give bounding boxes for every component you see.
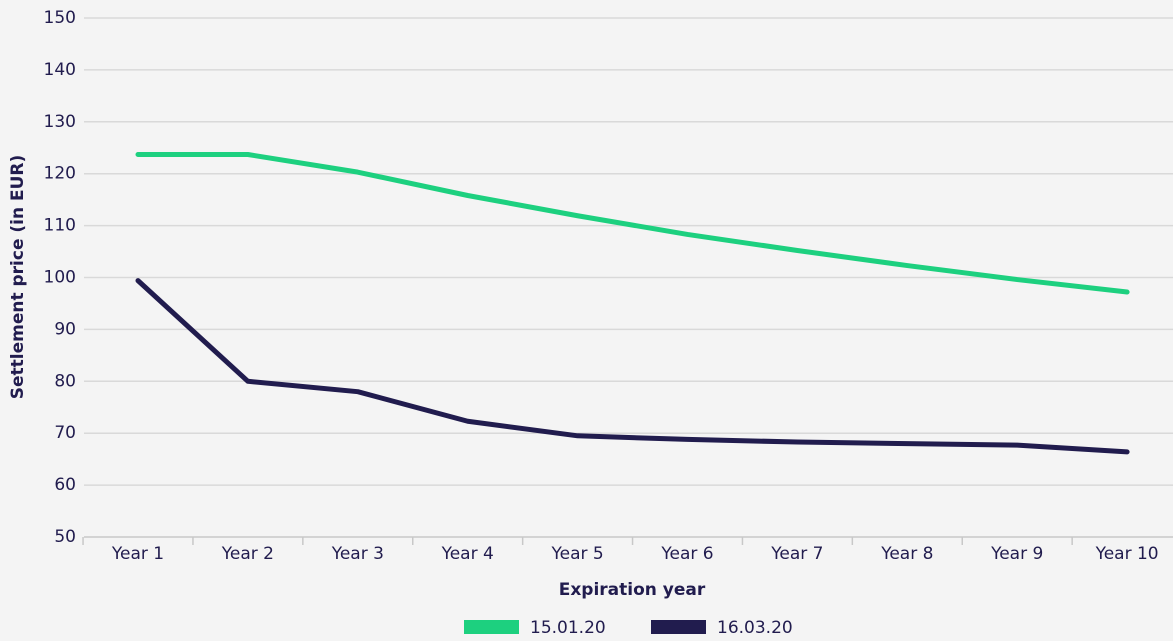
x-tick-label: Year 5 [550, 544, 603, 564]
legend-label: 15.01.20 [530, 618, 606, 638]
series-line [135, 151, 1130, 295]
x-axis-label: Expiration year [559, 580, 706, 600]
x-tick-label: Year 9 [990, 544, 1043, 564]
legend-label: 16.03.20 [717, 618, 793, 638]
series-line [135, 278, 1130, 455]
x-tick-label: Year 8 [880, 544, 933, 564]
y-tick-label: 60 [54, 475, 76, 495]
x-tick-label: Year 3 [331, 544, 384, 564]
y-tick-label: 110 [44, 216, 76, 236]
y-tick-label: 100 [44, 268, 76, 288]
x-tick-label: Year 10 [1095, 544, 1159, 564]
legend-swatch [651, 620, 706, 634]
y-tick-label: 120 [44, 164, 76, 184]
y-tick-label: 150 [44, 8, 76, 28]
y-axis-label: Settlement price (in EUR) [8, 155, 28, 400]
x-tick-label: Year 6 [660, 544, 713, 564]
y-tick-label: 70 [54, 423, 76, 443]
y-tick-label: 140 [44, 60, 76, 80]
y-tick-label: 50 [54, 527, 76, 547]
y-tick-label: 80 [54, 371, 76, 391]
y-tick-label: 130 [44, 112, 76, 132]
x-tick-label: Year 4 [441, 544, 494, 564]
x-tick-label: Year 1 [111, 544, 164, 564]
x-tick-label: Year 7 [770, 544, 823, 564]
legend-swatch [464, 620, 519, 634]
y-tick-label: 90 [54, 319, 76, 339]
x-tick-label: Year 2 [221, 544, 274, 564]
